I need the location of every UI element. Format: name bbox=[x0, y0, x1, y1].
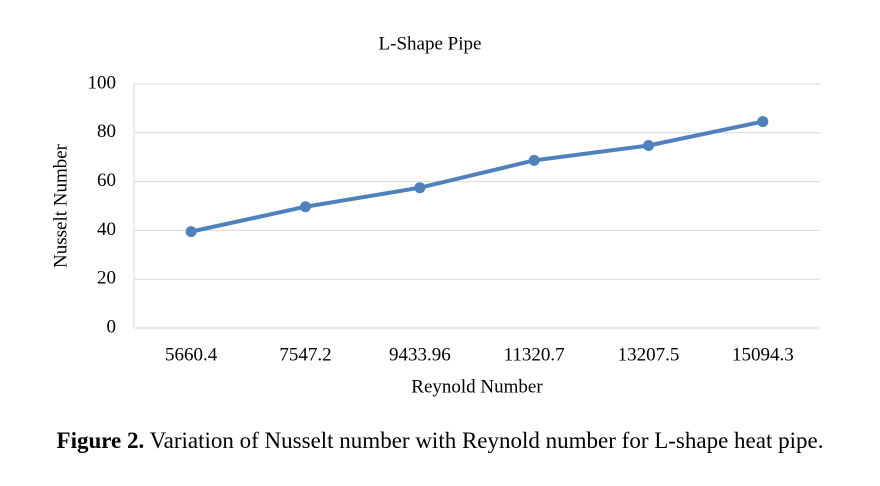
x-tick-label: 15094.3 bbox=[732, 344, 794, 365]
point bbox=[300, 201, 311, 213]
caption: Figure 2. Variation of Nusselt number wi… bbox=[57, 428, 824, 453]
x-tick-label: 13207.5 bbox=[618, 344, 680, 365]
y-tick-label: 60 bbox=[97, 170, 116, 191]
chart-title: L-Shape Pipe bbox=[379, 33, 482, 54]
caption-label: Figure 2. bbox=[57, 428, 145, 453]
x-tick-label: 7547.2 bbox=[279, 344, 331, 365]
caption-text: Variation of Nusselt number with Reynold… bbox=[150, 428, 824, 453]
y-tick-label: 80 bbox=[97, 121, 116, 142]
y-axis-label: Nusselt Number bbox=[50, 143, 71, 268]
point bbox=[643, 139, 654, 151]
y-tick-label: 20 bbox=[97, 268, 116, 289]
point bbox=[757, 116, 769, 128]
x-axis-label: Reynold Number bbox=[411, 376, 543, 397]
x-tick-label: 9433.96 bbox=[389, 344, 451, 365]
point bbox=[185, 226, 197, 238]
point bbox=[528, 154, 540, 166]
y-tick-label: 40 bbox=[97, 219, 116, 240]
x-tick-label: 5660.4 bbox=[165, 344, 218, 365]
point bbox=[414, 182, 426, 194]
y-tick-label: 100 bbox=[88, 72, 117, 93]
x-tick-label: 11320.7 bbox=[504, 344, 565, 365]
y-tick-label: 0 bbox=[107, 316, 117, 337]
line bbox=[190, 119, 764, 234]
